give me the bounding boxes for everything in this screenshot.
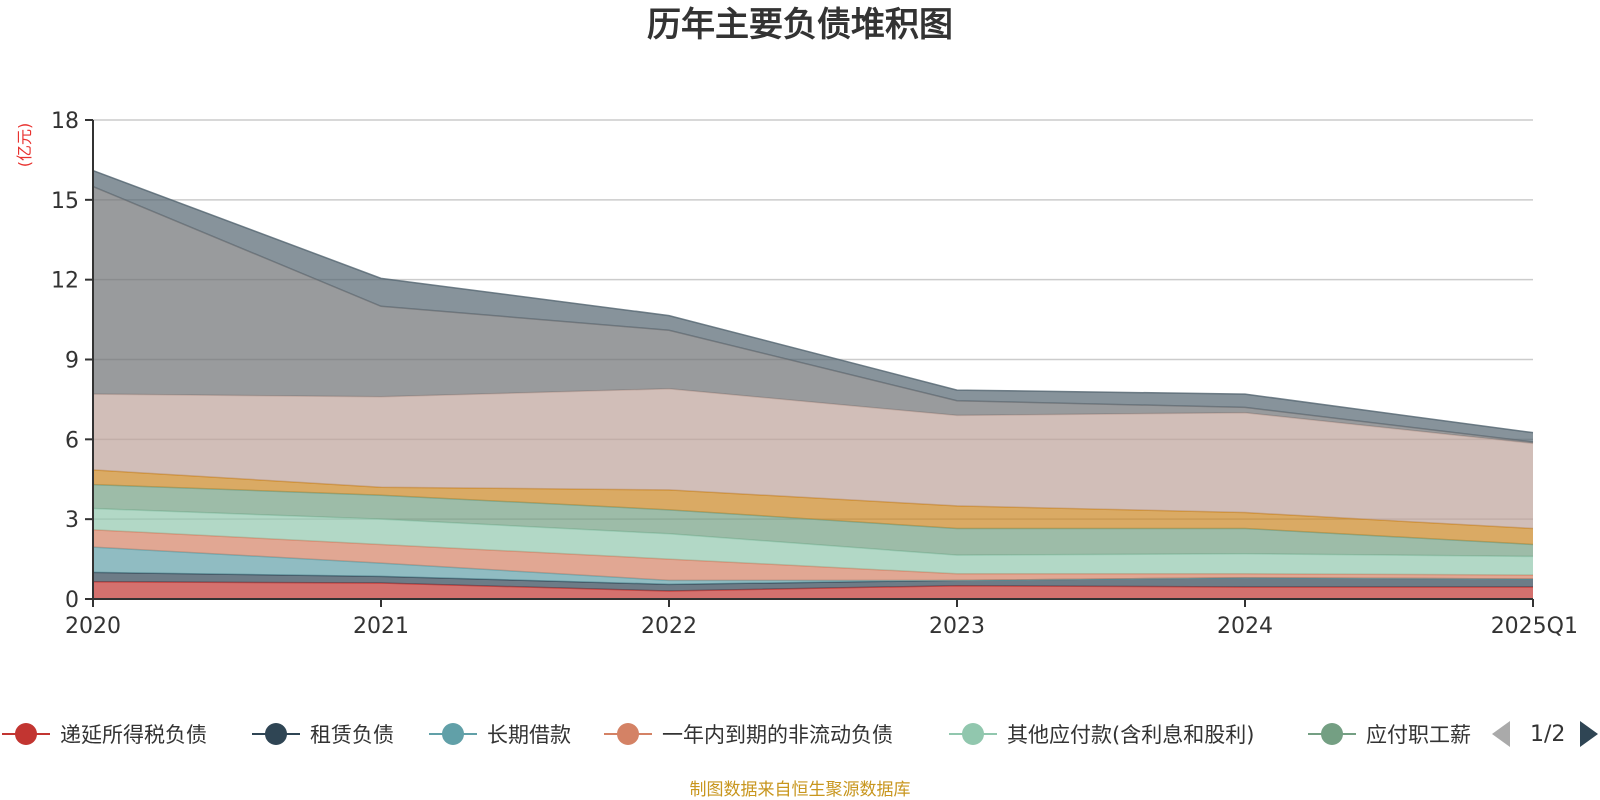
legend-item-label: 租赁负债: [310, 723, 394, 747]
data-source-note: 制图数据来自恒生聚源数据库: [690, 780, 911, 800]
y-tick-label: 18: [51, 109, 79, 134]
legend: 递延所得税负债 租赁负债 长期借款 一年内到期的非流动负债 其他应付款(含利息和股利) 应…: [2, 723, 1471, 747]
chart-title: 历年主要负债堆积图: [647, 5, 953, 45]
legend-next-page-icon[interactable]: [1580, 721, 1598, 747]
y-tick-label: 12: [51, 269, 79, 294]
legend-item[interactable]: 长期借款: [429, 723, 571, 747]
legend-marker-icon: [15, 723, 37, 745]
y-axis-ticks: 0 3 6 9 12 15 18: [51, 109, 93, 613]
legend-marker-icon: [962, 723, 984, 745]
y-tick-label: 15: [51, 189, 79, 214]
x-tick-label: 2021: [353, 614, 409, 639]
y-tick-label: 6: [65, 428, 79, 453]
legend-item-label: 一年内到期的非流动负债: [662, 723, 893, 747]
y-axis-unit-label: (亿元): [15, 123, 34, 168]
legend-marker-icon: [442, 723, 464, 745]
x-tick-label: 2024: [1217, 614, 1273, 639]
legend-pager: 1/2: [1492, 721, 1598, 747]
legend-page-label: 1/2: [1530, 722, 1565, 747]
legend-item-label: 应付职工薪: [1366, 723, 1471, 747]
legend-prev-page-icon[interactable]: [1492, 721, 1510, 747]
x-tick-label: 2020: [65, 614, 121, 639]
area-series-line-9: [92, 169, 1534, 434]
y-tick-label: 3: [65, 508, 79, 533]
legend-item[interactable]: 递延所得税负债: [2, 723, 207, 747]
legend-item[interactable]: 租赁负债: [252, 723, 394, 747]
area-series-2: [93, 547, 1533, 585]
x-tick-label: 2025Q1: [1491, 614, 1578, 639]
legend-item-label: 长期借款: [487, 723, 571, 747]
stacked-areas: [92, 169, 1534, 599]
legend-item[interactable]: 其他应付款(含利息和股利): [949, 723, 1254, 747]
area-series-0: [93, 581, 1533, 599]
x-axis-ticks: 2020 2021 2022 2023 2024 2025Q1: [65, 599, 1578, 639]
x-tick-label: 2022: [641, 614, 697, 639]
y-tick-label: 9: [65, 349, 79, 374]
area-series-3: [93, 529, 1533, 581]
legend-item[interactable]: 应付职工薪: [1308, 723, 1471, 747]
legend-marker-icon: [1321, 723, 1343, 745]
area-series-line-5: [92, 483, 1534, 546]
legend-item-label: 其他应付款(含利息和股利): [1007, 723, 1254, 747]
area-series-5: [93, 484, 1533, 557]
area-series-1: [93, 572, 1533, 592]
area-series-4: [93, 508, 1533, 576]
legend-marker-icon: [265, 723, 287, 745]
y-tick-label: 0: [65, 588, 79, 613]
legend-item-label: 递延所得税负债: [60, 723, 207, 747]
area-series-9: [93, 170, 1533, 442]
area-series-8: [93, 186, 1533, 444]
x-tick-label: 2023: [929, 614, 985, 639]
area-series-7: [93, 388, 1533, 529]
legend-marker-icon: [617, 723, 639, 745]
legend-item[interactable]: 一年内到期的非流动负债: [604, 723, 893, 747]
